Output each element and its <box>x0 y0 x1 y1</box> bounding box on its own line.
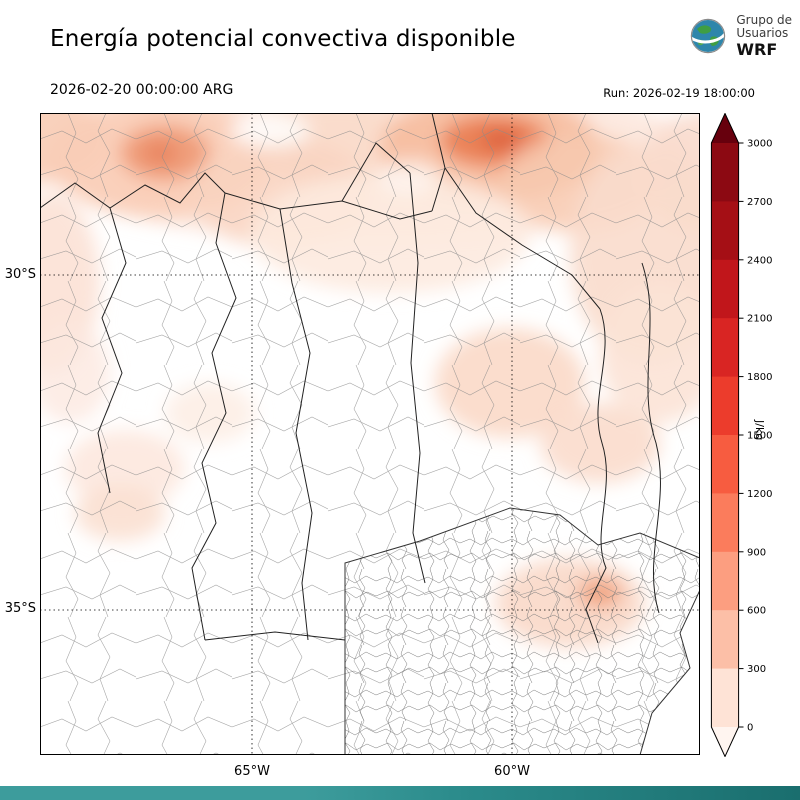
buenos-aires-province <box>344 507 701 756</box>
colorbar-tick-label: 3000 <box>747 139 772 150</box>
lat-tick-30s: 30°S <box>4 267 36 282</box>
lat-tick-35s: 35°S <box>4 601 36 616</box>
lon-tick-65w: 65°W <box>234 764 270 779</box>
colorbar-tick-label: 1500 <box>747 431 772 442</box>
run-time-label: Run: 2026-02-19 18:00:00 <box>603 86 755 100</box>
page-title: Energía potencial convectiva disponible <box>50 26 516 52</box>
wrf-logo: Grupo de Usuarios WRF <box>687 13 792 59</box>
map-svg <box>39 112 701 756</box>
valid-time-label: 2026-02-20 00:00:00 ARG <box>50 82 234 98</box>
colorbar-tick-label: 900 <box>747 547 766 558</box>
colorbar-over-arrow <box>711 113 739 143</box>
logo-text: Grupo de Usuarios WRF <box>736 13 792 59</box>
colorbar-outline <box>710 112 740 758</box>
colorbar-tick-label: 0 <box>747 723 753 734</box>
colorbar-unit-label: J/kg <box>753 420 766 441</box>
colorbar-segment <box>711 376 739 436</box>
globe-icon <box>689 19 727 54</box>
colorbar-segment <box>711 493 739 553</box>
colorbar-under-arrow <box>711 727 739 757</box>
colorbar-tick-label: 600 <box>747 606 766 617</box>
colorbar: 3000 2700 2400 2100 1800 1500 1200 900 600 300 0 <box>710 112 782 761</box>
colorbar-tick-label: 2700 <box>747 197 772 208</box>
colorbar-segment <box>711 201 739 261</box>
logo-line-2: Usuarios <box>736 26 789 41</box>
graticule-layer <box>40 113 700 755</box>
province-borders-layer <box>39 112 661 644</box>
colorbar-segment <box>711 143 739 202</box>
colorbar-tick-label: 1800 <box>747 372 772 383</box>
colorbar-tick-label: 1200 <box>747 489 772 500</box>
logo-line-1: Grupo de <box>736 13 792 27</box>
lon-tick-60w: 60°W <box>494 764 530 779</box>
colorbar-tick-label: 2400 <box>747 255 772 266</box>
colorbar-tick-label: 300 <box>747 664 766 675</box>
colorbar-tick-label: 2100 <box>747 314 772 325</box>
colorbar-segment <box>711 435 739 494</box>
footer-brand-bar <box>0 786 800 800</box>
map-frame <box>40 113 700 755</box>
colorbar-segment <box>711 259 739 319</box>
logo-line-3: WRF <box>736 39 778 59</box>
ocean-area <box>640 590 700 755</box>
colorbar-segment <box>711 551 739 611</box>
colorbar-segment <box>711 318 739 378</box>
map-panel <box>39 112 701 756</box>
colorbar-segment <box>711 610 739 670</box>
colorbar-segment <box>711 668 739 728</box>
